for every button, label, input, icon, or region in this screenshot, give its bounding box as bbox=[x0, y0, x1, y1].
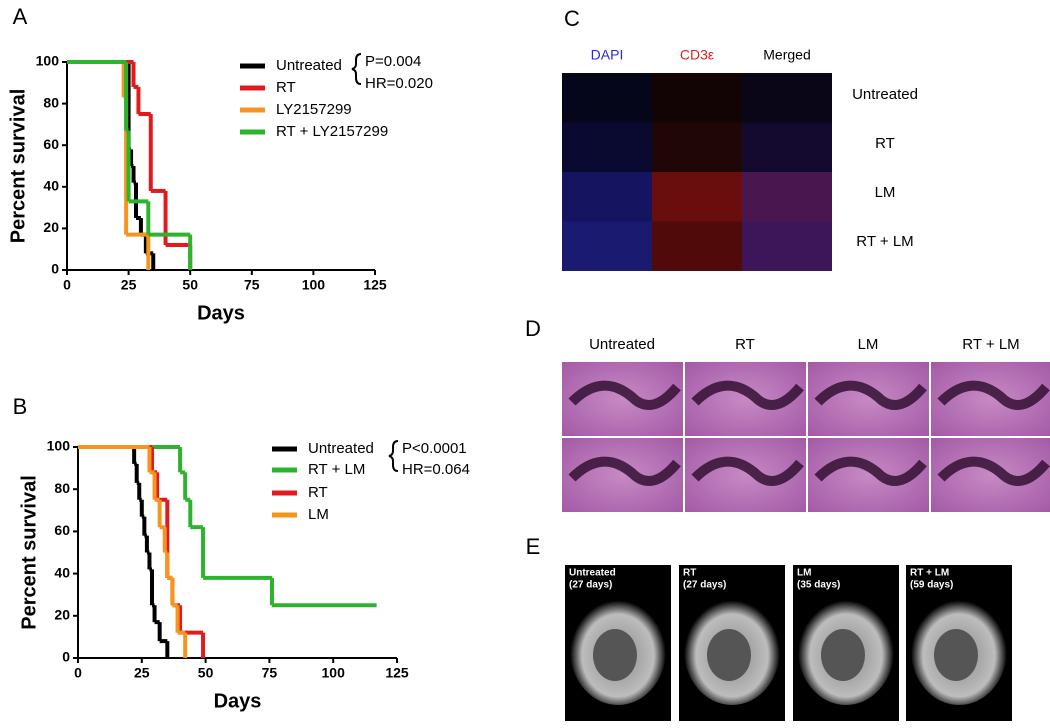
x-tick-label: 0 bbox=[74, 665, 82, 681]
column-label: DAPI bbox=[591, 47, 624, 63]
x-tick-label: 100 bbox=[302, 277, 326, 293]
micrograph bbox=[742, 122, 832, 172]
column-label: RT bbox=[735, 336, 755, 353]
tumor bbox=[707, 629, 751, 681]
x-tick-label: 125 bbox=[363, 277, 387, 293]
micrograph bbox=[562, 221, 652, 271]
image-panels bbox=[562, 73, 1050, 721]
y-tick-label: 20 bbox=[43, 219, 59, 235]
x-tick-label: 50 bbox=[182, 277, 198, 293]
image-label: (27 days) bbox=[683, 580, 726, 591]
image-label: LM bbox=[797, 568, 811, 579]
legend-label: Untreated bbox=[308, 440, 374, 457]
x-tick-label: 50 bbox=[198, 665, 214, 681]
column-label: CD3ε bbox=[680, 47, 714, 63]
column-label: LM bbox=[858, 336, 879, 353]
legend-label: RT + LY2157299 bbox=[276, 123, 388, 140]
image-label: RT bbox=[683, 568, 696, 579]
image-label: RT + LM bbox=[910, 568, 949, 579]
legend-label: LM bbox=[308, 506, 329, 523]
row-label: Untreated bbox=[852, 86, 918, 103]
y-tick-label: 40 bbox=[43, 178, 59, 194]
image-label: Untreated bbox=[569, 568, 616, 579]
row-label: LM bbox=[875, 184, 896, 201]
x-axis-label: Days bbox=[197, 302, 245, 324]
x-tick-label: 75 bbox=[244, 277, 260, 293]
x-axis-label: Days bbox=[214, 690, 262, 712]
micrograph bbox=[562, 73, 652, 123]
brace bbox=[388, 440, 399, 472]
brace bbox=[351, 53, 362, 85]
x-tick-label: 0 bbox=[63, 277, 71, 293]
annotation: HR=0.020 bbox=[365, 75, 433, 92]
micrograph bbox=[652, 172, 742, 222]
x-tick-label: 125 bbox=[385, 665, 409, 681]
tissue bbox=[937, 380, 1050, 410]
legend-label: Untreated bbox=[276, 57, 342, 74]
legend-label: LY2157299 bbox=[276, 101, 352, 118]
x-tick-label: 100 bbox=[322, 665, 346, 681]
y-axis-label: Percent survival bbox=[7, 89, 29, 244]
panel-label: D bbox=[525, 316, 541, 341]
y-tick-label: 0 bbox=[62, 649, 70, 665]
y-tick-label: 100 bbox=[36, 53, 60, 69]
panel-label: A bbox=[13, 4, 28, 29]
tumor bbox=[934, 629, 978, 681]
micrograph bbox=[742, 172, 832, 222]
annotation: P<0.0001 bbox=[402, 440, 467, 457]
y-axis-label: Percent survival bbox=[18, 475, 40, 630]
tissue bbox=[691, 456, 804, 486]
micrograph bbox=[652, 221, 742, 271]
tissue bbox=[814, 380, 927, 410]
legend-label: RT bbox=[276, 79, 296, 96]
micrograph bbox=[652, 73, 742, 123]
tissue bbox=[937, 456, 1050, 486]
column-label: RT + LM bbox=[962, 336, 1019, 353]
y-tick-label: 60 bbox=[54, 522, 70, 538]
annotation: HR=0.064 bbox=[402, 461, 470, 478]
annotation: P=0.004 bbox=[365, 53, 421, 70]
micrograph bbox=[652, 122, 742, 172]
tumor bbox=[821, 629, 865, 681]
image-label: (35 days) bbox=[797, 580, 840, 591]
tumor bbox=[593, 629, 637, 681]
image-label: (59 days) bbox=[910, 580, 953, 591]
tissue bbox=[568, 456, 681, 486]
legend-label: RT + LM bbox=[308, 461, 365, 478]
row-label: RT + LM bbox=[856, 233, 913, 250]
y-tick-label: 60 bbox=[43, 136, 59, 152]
y-tick-label: 100 bbox=[47, 438, 71, 454]
y-tick-label: 0 bbox=[51, 261, 59, 277]
image-label: (27 days) bbox=[569, 580, 612, 591]
column-label: Merged bbox=[763, 47, 810, 63]
tissue bbox=[691, 380, 804, 410]
y-tick-label: 80 bbox=[54, 480, 70, 496]
x-tick-label: 25 bbox=[121, 277, 137, 293]
y-tick-label: 20 bbox=[54, 607, 70, 623]
panel-label: B bbox=[13, 394, 28, 419]
y-tick-label: 40 bbox=[54, 564, 70, 580]
tissue bbox=[814, 456, 927, 486]
y-tick-label: 80 bbox=[43, 94, 59, 110]
row-label: RT bbox=[875, 135, 895, 152]
panel-label: C bbox=[564, 6, 580, 31]
micrograph bbox=[742, 221, 832, 271]
x-tick-label: 75 bbox=[262, 665, 278, 681]
micrograph bbox=[562, 122, 652, 172]
x-tick-label: 25 bbox=[134, 665, 150, 681]
micrograph bbox=[742, 73, 832, 123]
legend-label: RT bbox=[308, 484, 328, 501]
column-label: Untreated bbox=[589, 336, 655, 353]
tissue bbox=[568, 380, 681, 410]
micrograph bbox=[562, 172, 652, 222]
panel-label: E bbox=[526, 534, 541, 559]
